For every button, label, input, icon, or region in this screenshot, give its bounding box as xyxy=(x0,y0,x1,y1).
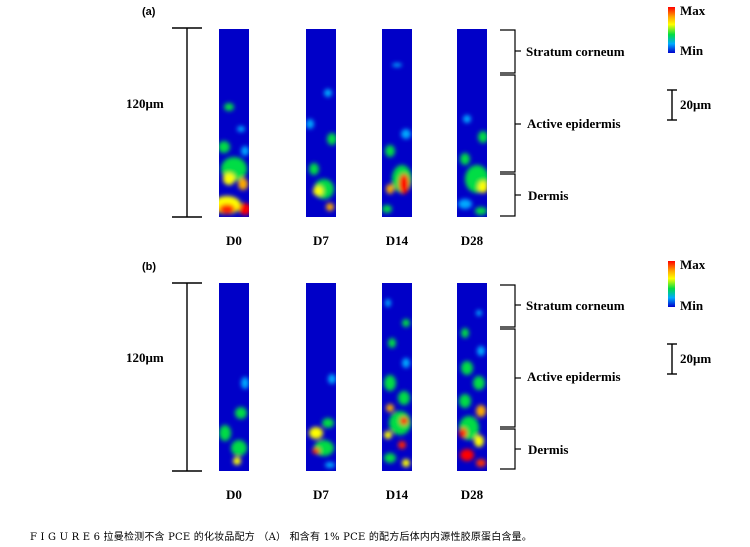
raman-map-d14 xyxy=(382,29,412,217)
raman-map-d7 xyxy=(306,29,336,217)
layer-label-active-epidermis: Active epidermis xyxy=(527,369,621,384)
day-label-d0: D0 xyxy=(226,233,242,248)
day-label-d28: D28 xyxy=(460,487,484,502)
scale-lines xyxy=(172,282,677,472)
scale-lines xyxy=(172,27,677,218)
day-label-d28: D28 xyxy=(460,233,484,248)
raman-map-d7 xyxy=(306,283,336,471)
legend-max: Max xyxy=(680,3,706,18)
layer-label-dermis: Dermis xyxy=(528,442,569,457)
panel-label: (a) xyxy=(142,6,156,18)
day-label-d7: D7 xyxy=(313,487,329,502)
bar-scale-label: 20μm xyxy=(680,97,712,112)
figure-panel-b: (b) 120μm xyxy=(0,255,750,505)
legend-max: Max xyxy=(680,257,706,272)
layer-label-stratum-corneum: Stratum corneum xyxy=(526,298,625,313)
depth-scale-label: 120μm xyxy=(126,96,164,111)
panel-label: (b) xyxy=(142,261,157,273)
day-label-d7: D7 xyxy=(313,233,329,248)
depth-scale-label: 120μm xyxy=(126,350,164,365)
layer-label-active-epidermis: Active epidermis xyxy=(527,116,621,131)
legend-min: Min xyxy=(680,43,704,58)
layer-label-stratum-corneum: Stratum corneum xyxy=(526,44,625,59)
figure-caption: F I G U R E 6 拉曼检测不含 PCE 的化妆品配方 （A） 和含有 … xyxy=(30,532,533,543)
raman-map-d0 xyxy=(219,29,249,217)
raman-map-d28 xyxy=(457,283,487,471)
raman-map-d28 xyxy=(457,29,487,217)
day-label-d0: D0 xyxy=(226,487,242,502)
layer-label-dermis: Dermis xyxy=(528,188,569,203)
raman-map-d14 xyxy=(382,283,412,471)
bar-scale-label: 20μm xyxy=(680,351,712,366)
figure-panel-a: (a) 120μm xyxy=(0,0,750,250)
legend-min: Min xyxy=(680,298,704,313)
colorbar xyxy=(668,261,675,307)
raman-map-d0 xyxy=(219,283,249,471)
day-label-d14: D14 xyxy=(385,233,409,248)
day-label-d14: D14 xyxy=(385,487,409,502)
colorbar xyxy=(668,7,675,53)
